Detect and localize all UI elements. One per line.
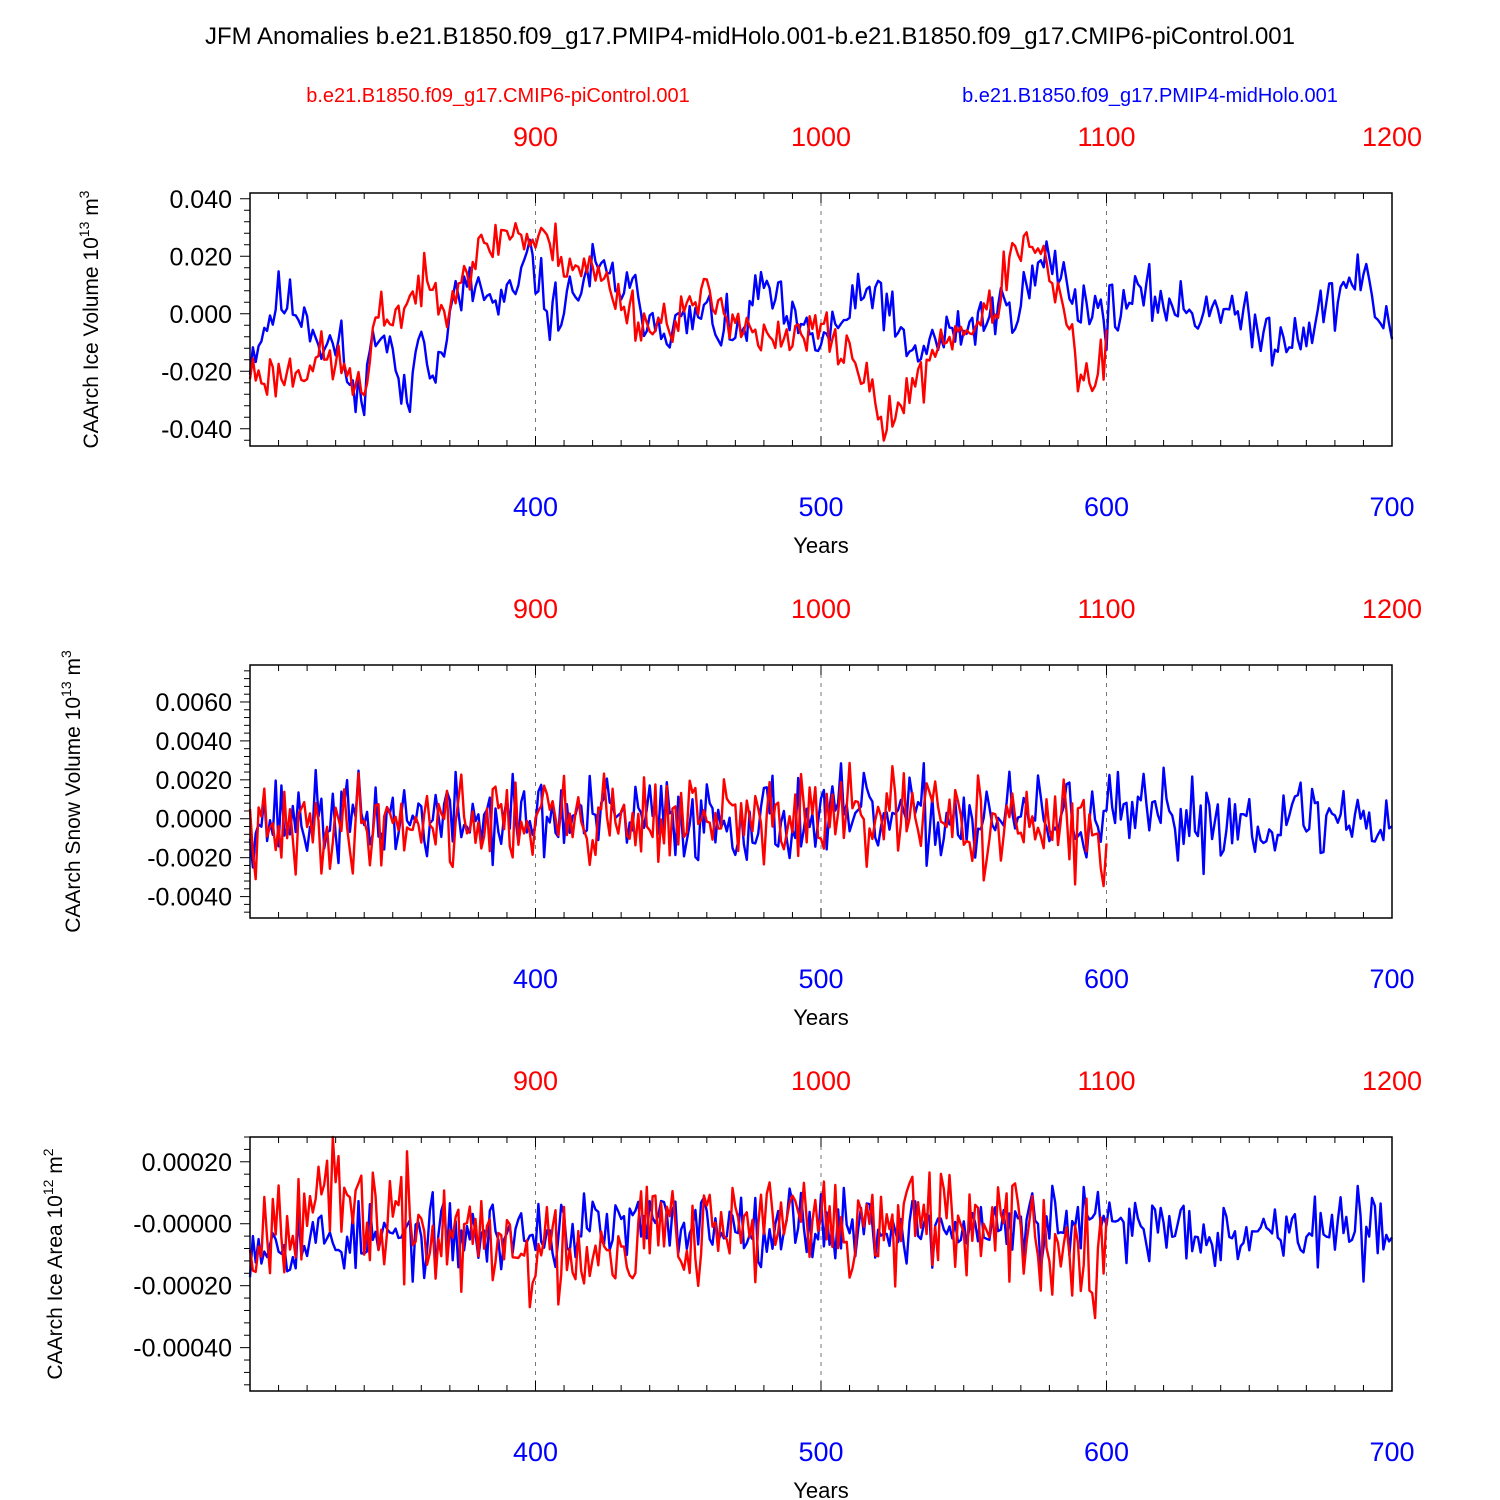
legend-blue-label: b.e21.B1850.f09_g17.PMIP4-midHolo.001: [962, 85, 1338, 107]
y-axis-label: CAArch Ice Area 1012 m2: [40, 1148, 67, 1379]
x-tick-label-top: 1200: [1362, 1066, 1422, 1096]
legend-red-label: b.e21.B1850.f09_g17.CMIP6-piControl.001: [306, 85, 690, 107]
y-axis-label: CAArch Snow Volume 1013 m3: [58, 650, 85, 933]
x-tick-label-bottom: 700: [1369, 492, 1414, 522]
figure-title: JFM Anomalies b.e21.B1850.f09_g17.PMIP4-…: [205, 23, 1295, 50]
x-tick-label-bottom: 500: [798, 492, 843, 522]
x-tick-label-bottom: 700: [1369, 1437, 1414, 1467]
x-tick-label-top: 1000: [791, 122, 851, 152]
y-axis-label: CAArch Ice Volume 1013 m3: [76, 190, 103, 448]
y-tick-label: 0.020: [169, 243, 232, 271]
y-tick-label: -0.00020: [133, 1273, 232, 1301]
x-tick-label-bottom: 700: [1369, 964, 1414, 994]
x-axis-label: Years: [793, 533, 848, 558]
series-picontrol-line: [248, 1135, 1108, 1320]
series-midholo-line: [248, 238, 1394, 417]
panel-3: 0.00020 -0.00000 -0.00020 -0.00040 900 1000 11…: [40, 1066, 1422, 1500]
y-tick-label: 0.0000: [156, 806, 232, 834]
x-tick-label-bottom: 600: [1084, 1437, 1129, 1467]
y-tick-label: -0.00000: [133, 1211, 232, 1239]
x-tick-label-top: 1000: [791, 594, 851, 624]
x-axis-label: Years: [793, 1478, 848, 1500]
x-tick-label-top: 1100: [1077, 594, 1135, 624]
x-tick-label-bottom: 500: [798, 964, 843, 994]
x-tick-label-top: 1200: [1362, 594, 1422, 624]
y-tick-label: -0.020: [161, 358, 232, 386]
y-tick-label: 0.0020: [156, 767, 232, 795]
x-tick-label-top: 900: [513, 594, 558, 624]
x-tick-label-top: 900: [513, 1066, 558, 1096]
x-tick-label-top: 1200: [1362, 122, 1422, 152]
x-axis-label: Years: [793, 1005, 848, 1030]
x-tick-label-bottom: 400: [513, 1437, 558, 1467]
series-picontrol-line: [248, 761, 1108, 888]
y-tick-label: -0.040: [161, 416, 232, 444]
x-tick-label-top: 1100: [1077, 122, 1135, 152]
y-tick-label: -0.0040: [147, 884, 232, 912]
panel-2: 0.0060 0.0040 0.0020 0.0000 -0.0020 -0.0040 90…: [58, 594, 1422, 1030]
x-tick-label-top: 1000: [791, 1066, 851, 1096]
y-tick-label: 0.040: [169, 186, 232, 214]
plot-frame: [249, 192, 1393, 447]
y-tick-label: -0.0020: [147, 845, 232, 873]
y-tick-label: 0.000: [169, 301, 232, 329]
x-tick-label-bottom: 400: [513, 964, 558, 994]
x-tick-label-bottom: 600: [1084, 492, 1129, 522]
series-picontrol-line: [248, 221, 1108, 442]
series-midholo-line: [248, 1184, 1393, 1283]
x-tick-label-top: 1100: [1077, 1066, 1135, 1096]
y-tick-label: 0.00020: [142, 1149, 232, 1177]
series-midholo-line: [248, 762, 1393, 876]
y-tick-label: 0.0060: [156, 689, 232, 717]
x-tick-label-top: 900: [513, 122, 558, 152]
x-tick-label-bottom: 400: [513, 492, 558, 522]
panel-1: 0.040 0.020 0.000 -0.020 -0.040 900 1000 1100 12…: [76, 122, 1422, 558]
x-tick-label-bottom: 600: [1084, 964, 1129, 994]
plot-frame: [249, 664, 1393, 919]
x-tick-label-bottom: 500: [798, 1437, 843, 1467]
y-tick-label: 0.0040: [156, 728, 232, 756]
y-tick-label: -0.00040: [133, 1335, 232, 1363]
plot-frame: [249, 1136, 1393, 1392]
